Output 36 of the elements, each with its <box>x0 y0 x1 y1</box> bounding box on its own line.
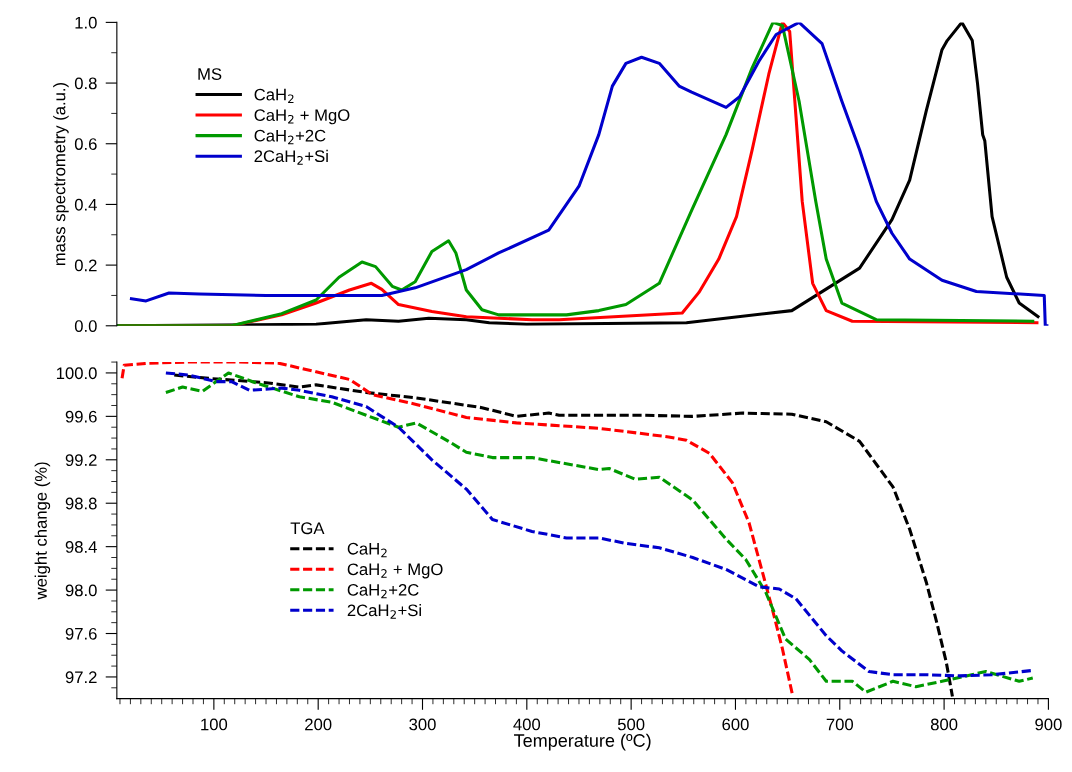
y-tick-label: 97.6 <box>65 627 97 640</box>
y-tick-label: 97.2 <box>65 671 97 684</box>
x-tick-label: 500 <box>617 718 645 731</box>
x-tick-label: 800 <box>930 718 958 731</box>
x-tick-label: 100 <box>201 718 228 731</box>
legend-label: CaH$_{2}$ <box>254 88 294 104</box>
y-tick-label: 98.0 <box>65 584 97 597</box>
y-tick-label: 99.6 <box>65 410 97 423</box>
y-tick-label: 1.0 <box>75 16 97 29</box>
x-tick-label: 900 <box>1035 718 1062 731</box>
y-tick-label: 0.0 <box>74 320 97 332</box>
y-tick-label: 98.4 <box>65 541 97 553</box>
legend-title: MS <box>198 68 222 80</box>
x-axis-title: Temperature (ºC) <box>514 733 651 751</box>
legend-label: 2CaH$_{2}$+Si <box>254 149 328 165</box>
x-tick-label: 700 <box>826 718 854 731</box>
y-tick-label: 0.4 <box>74 198 97 211</box>
legend-label: CaH$_{2}$ + MgO <box>254 109 350 125</box>
legend-label: CaH$_{2}$ + MgO <box>347 563 443 579</box>
x-tick-label: 200 <box>305 718 332 731</box>
legend-label: CaH$_{2}$+2C <box>347 583 419 599</box>
legend-label: CaH$_{2}$ <box>347 542 387 558</box>
y-tick-label: 100.0 <box>56 367 97 380</box>
x-tick-label: 300 <box>409 718 436 731</box>
y-tick-label: 99.2 <box>65 454 97 466</box>
legend-title: TGA <box>290 522 325 535</box>
x-tick-label: 400 <box>513 718 541 731</box>
legend-label: 2CaH$_{2}$+Si <box>347 603 421 619</box>
y-tick-label: 98.8 <box>65 497 97 510</box>
legend-label: CaH$_{2}$+2C <box>254 129 326 145</box>
y-axis-title: mass spectrometry (a.u.) <box>53 82 69 266</box>
x-tick-label: 600 <box>722 718 749 731</box>
y-tick-label: 0.8 <box>74 77 97 90</box>
y-axis-title: weight change (%) <box>34 462 51 600</box>
y-tick-label: 0.6 <box>74 138 97 150</box>
y-tick-label: 0.2 <box>74 259 97 272</box>
